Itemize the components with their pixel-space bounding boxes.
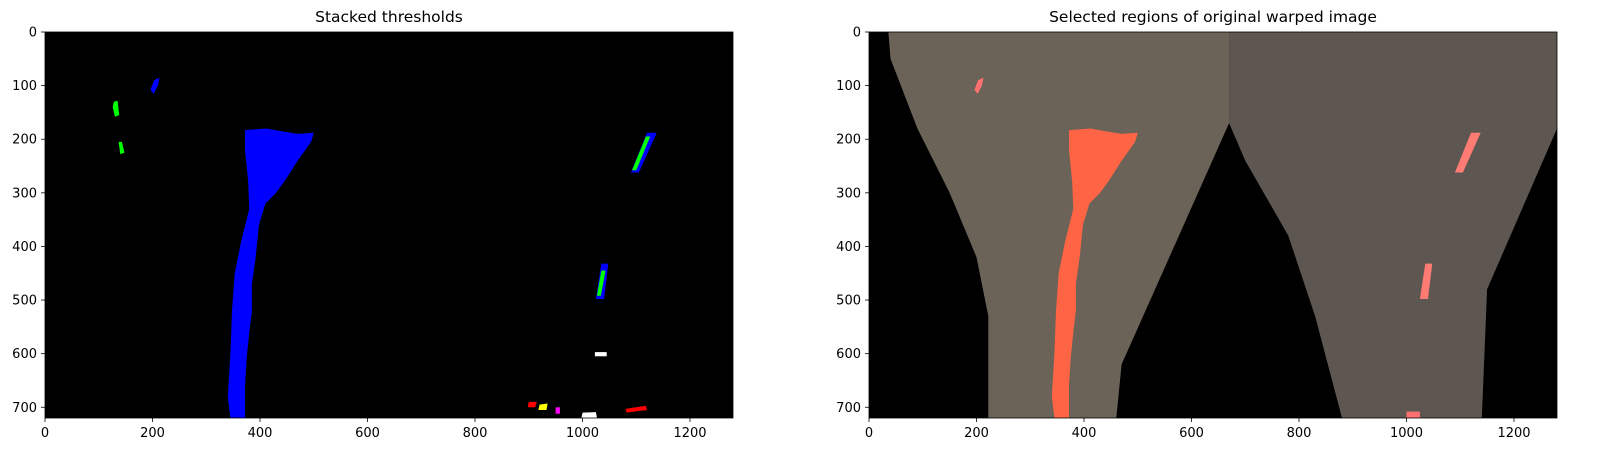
region-yellow xyxy=(538,403,548,410)
y-tick-label: 200 xyxy=(12,133,37,148)
region-green xyxy=(632,136,651,171)
y-tick-label: 0 xyxy=(853,26,861,41)
y-tick-label: 0 xyxy=(29,26,37,41)
x-tick-label: 800 xyxy=(1287,426,1312,441)
region-highlight xyxy=(1406,411,1420,418)
panel-stacked-thresholds: Stacked thresholds 0 200 400 600 800 1000 1200… xyxy=(12,8,734,441)
chart-title: Selected regions of original warped imag… xyxy=(1049,8,1377,26)
x-tick-label: 1000 xyxy=(566,426,599,441)
region-blue xyxy=(150,77,160,94)
region-highlight xyxy=(1454,132,1481,173)
y-tick-label: 300 xyxy=(836,186,861,201)
region-highlight xyxy=(1419,263,1433,299)
region-magenta xyxy=(555,407,560,414)
region-highlight xyxy=(974,77,984,94)
chart-title: Stacked thresholds xyxy=(315,8,463,26)
y-tick-label: 700 xyxy=(836,401,861,416)
x-tick-label: 0 xyxy=(41,426,49,441)
panel-selected-regions: Selected regions of original warped imag… xyxy=(836,8,1558,441)
x-tick-label: 1000 xyxy=(1390,426,1423,441)
y-tick-label: 100 xyxy=(12,79,37,94)
y-tick-label: 300 xyxy=(12,186,37,201)
region-road xyxy=(1229,32,1557,418)
region-green xyxy=(112,100,120,117)
region-green xyxy=(597,270,606,296)
region-road xyxy=(888,32,1230,418)
x-tick-label: 200 xyxy=(140,426,165,441)
region-blue xyxy=(227,128,314,418)
x-tick-label: 0 xyxy=(865,426,873,441)
region-red xyxy=(527,401,537,408)
x-tick-label: 400 xyxy=(1072,426,1097,441)
y-tick-label: 600 xyxy=(836,347,861,362)
x-tick-label: 1200 xyxy=(1497,426,1530,441)
y-tick-label: 100 xyxy=(836,79,861,94)
axes-frame xyxy=(44,31,734,419)
x-tick-label: 600 xyxy=(1179,426,1204,441)
x-tick-label: 200 xyxy=(964,426,989,441)
image-background xyxy=(45,32,733,418)
y-tick-label: 500 xyxy=(836,294,861,309)
x-tick-label: 800 xyxy=(463,426,488,441)
image-regions xyxy=(888,32,1557,418)
region-green xyxy=(118,141,125,155)
region-red xyxy=(625,405,647,413)
y-tick-label: 400 xyxy=(836,240,861,255)
region-white xyxy=(594,352,607,357)
region-white xyxy=(581,412,597,418)
y-tick-label: 700 xyxy=(12,401,37,416)
x-tick-label: 1200 xyxy=(673,426,706,441)
y-tick-label: 600 xyxy=(12,347,37,362)
y-tick-label: 400 xyxy=(12,240,37,255)
image-regions xyxy=(112,77,657,418)
x-tick-label: 600 xyxy=(355,426,380,441)
region-highlight xyxy=(1051,128,1138,418)
x-tick-label: 400 xyxy=(248,426,273,441)
y-tick-label: 200 xyxy=(836,133,861,148)
y-tick-label: 500 xyxy=(12,294,37,309)
axes-frame xyxy=(868,31,1558,419)
